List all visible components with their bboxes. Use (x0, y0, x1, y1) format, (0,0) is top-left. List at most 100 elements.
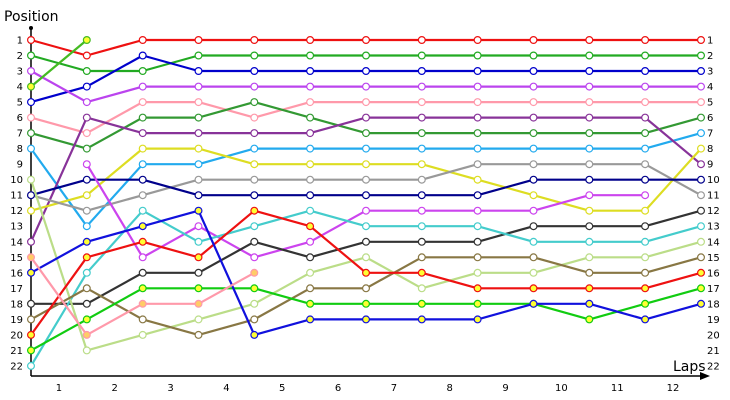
data-point (641, 35, 650, 44)
data-point (529, 113, 538, 122)
right-tick-label: 17 (707, 284, 720, 295)
right-tick-label: 2 (707, 51, 713, 62)
data-point (27, 330, 36, 339)
data-point (641, 315, 650, 324)
data-point (529, 191, 538, 200)
data-point (27, 51, 36, 60)
data-point (417, 253, 426, 262)
data-point (473, 237, 482, 246)
data-point (82, 160, 91, 169)
y-tick-label: 7 (17, 129, 23, 140)
y-tick-label: 18 (10, 299, 23, 310)
data-point (585, 284, 594, 293)
data-point (194, 206, 203, 215)
data-point (696, 82, 705, 91)
y-tick-label: 4 (17, 82, 23, 93)
data-point (473, 175, 482, 184)
y-tick-label: 8 (17, 144, 23, 155)
data-point (473, 113, 482, 122)
x-tick-label: 11 (611, 383, 624, 394)
data-point (194, 144, 203, 153)
data-point (417, 160, 426, 169)
data-point (82, 144, 91, 153)
y-tick-label: 5 (17, 98, 23, 109)
data-point (250, 206, 259, 215)
data-point (194, 299, 203, 308)
data-point (585, 82, 594, 91)
data-point (362, 315, 371, 324)
data-point (417, 35, 426, 44)
data-point (417, 66, 426, 75)
series-line-2 (27, 51, 705, 75)
data-point (306, 191, 315, 200)
data-point (306, 129, 315, 138)
data-point (306, 82, 315, 91)
data-point (138, 35, 147, 44)
x-tick-label: 10 (555, 383, 568, 394)
data-point (417, 222, 426, 231)
data-point (250, 51, 259, 60)
data-point (306, 98, 315, 107)
data-point (529, 253, 538, 262)
data-point (585, 191, 594, 200)
data-point (696, 237, 705, 246)
data-point (27, 268, 36, 277)
data-point (529, 66, 538, 75)
data-point (306, 66, 315, 75)
right-tick-label: 7 (707, 129, 713, 140)
data-point (585, 144, 594, 153)
data-point (696, 51, 705, 60)
series-line-9 (27, 144, 705, 215)
y-tick-label: 10 (10, 175, 23, 186)
data-point (696, 113, 705, 122)
data-point (250, 175, 259, 184)
data-point (306, 268, 315, 277)
data-point (250, 113, 259, 122)
data-point (696, 206, 705, 215)
data-point (306, 253, 315, 262)
data-point (362, 160, 371, 169)
data-point (417, 268, 426, 277)
data-point (82, 237, 91, 246)
series-line-4 (27, 66, 705, 107)
data-point (138, 206, 147, 215)
data-point (362, 51, 371, 60)
data-point (138, 175, 147, 184)
y-tick-label: 1 (17, 36, 23, 47)
y-tick-label: 11 (10, 191, 23, 202)
data-point (306, 237, 315, 246)
data-point (194, 191, 203, 200)
x-axis-arrowhead (700, 372, 710, 380)
data-point (82, 268, 91, 277)
data-point (529, 160, 538, 169)
y-tick-label: 2 (17, 51, 23, 62)
data-point (641, 66, 650, 75)
data-point (585, 98, 594, 107)
right-tick-label: 6 (707, 113, 713, 124)
data-point (250, 82, 259, 91)
data-point (417, 98, 426, 107)
data-point (138, 66, 147, 75)
data-point (641, 206, 650, 215)
data-point (417, 129, 426, 138)
data-point (194, 160, 203, 169)
data-point (194, 268, 203, 277)
y-tick-label: 12 (10, 206, 23, 217)
data-point (82, 51, 91, 60)
data-point (138, 253, 147, 262)
data-point (306, 222, 315, 231)
data-point (641, 299, 650, 308)
data-point (362, 129, 371, 138)
data-point (473, 206, 482, 215)
data-point (529, 51, 538, 60)
data-point (696, 268, 705, 277)
data-point (417, 82, 426, 91)
y-tick-label: 21 (10, 346, 23, 357)
right-tick-label: 10 (707, 175, 720, 186)
data-point (27, 66, 36, 75)
right-tick-label: 4 (707, 82, 713, 93)
y-tick-label: 14 (10, 237, 23, 248)
data-point (529, 175, 538, 184)
data-point (696, 160, 705, 169)
